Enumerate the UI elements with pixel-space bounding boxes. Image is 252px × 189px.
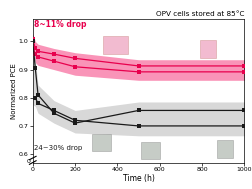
Text: OPV cells stored at 85°C: OPV cells stored at 85°C [156, 11, 244, 17]
FancyBboxPatch shape [141, 142, 160, 159]
Text: 0: 0 [27, 159, 31, 164]
Text: 24~30% drop: 24~30% drop [34, 146, 82, 151]
Text: 8~11% drop: 8~11% drop [34, 20, 86, 29]
FancyBboxPatch shape [103, 36, 128, 54]
FancyBboxPatch shape [92, 134, 111, 151]
X-axis label: Time (h): Time (h) [123, 174, 154, 183]
FancyBboxPatch shape [217, 140, 233, 158]
Y-axis label: Normarized PCE: Normarized PCE [11, 63, 17, 119]
FancyBboxPatch shape [200, 40, 216, 58]
